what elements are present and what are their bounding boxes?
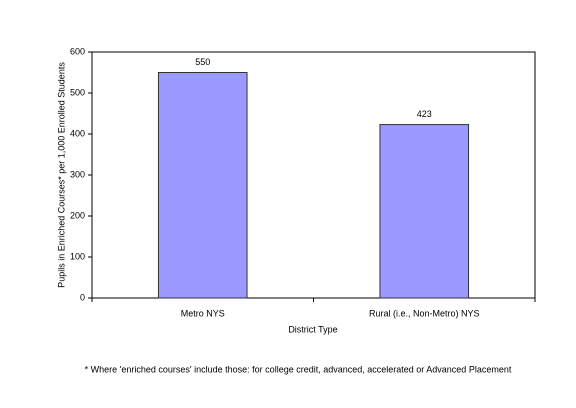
bar xyxy=(379,124,470,299)
y-tick-label: 200 xyxy=(70,210,85,220)
y-tick-label: 600 xyxy=(70,46,85,56)
x-axis-title: District Type xyxy=(288,324,337,334)
y-axis-title: Pupils in Enriched Courses* per 1,000 En… xyxy=(56,62,66,288)
bar xyxy=(157,72,248,299)
y-tick-label: 400 xyxy=(70,128,85,138)
data-label: 550 xyxy=(195,57,210,67)
y-tick-label: 500 xyxy=(70,87,85,97)
data-label: 423 xyxy=(417,109,432,119)
x-tick-label: Metro NYS xyxy=(181,308,225,318)
y-tick-label: 0 xyxy=(80,292,85,302)
footnote: * Where 'enriched courses' include those… xyxy=(85,364,512,374)
y-tick-label: 100 xyxy=(70,251,85,261)
x-tick-label: Rural (i.e., Non-Metro) NYS xyxy=(369,308,480,318)
y-tick-label: 300 xyxy=(70,169,85,179)
